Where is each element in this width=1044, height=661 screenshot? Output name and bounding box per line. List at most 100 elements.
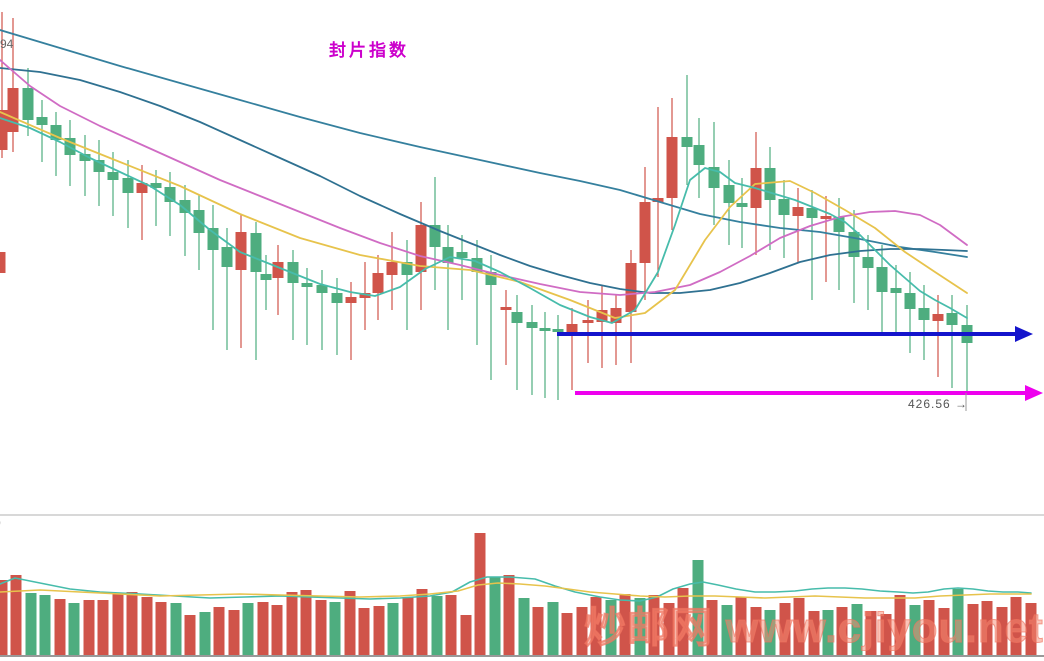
candle-body <box>904 293 916 309</box>
candle-body <box>652 198 664 202</box>
candle-body <box>876 267 888 292</box>
candle-body <box>778 199 790 215</box>
candle-body <box>511 312 523 323</box>
candle-body <box>456 252 468 258</box>
volume-bar <box>416 589 428 655</box>
volume-bar <box>97 600 109 655</box>
candle-body <box>639 202 651 263</box>
volume-bar <box>257 602 269 655</box>
candle-body <box>207 228 219 250</box>
volume-bar <box>431 596 443 655</box>
volume-bar <box>199 612 211 655</box>
candle-body <box>792 207 804 216</box>
candle-body <box>301 283 313 287</box>
volume-bar <box>213 607 225 655</box>
volume-bar <box>923 600 935 655</box>
annotation-arrow-head-blue <box>1015 326 1033 342</box>
volume-bar <box>271 605 283 655</box>
volume-bar <box>518 598 530 655</box>
candle-body <box>552 329 564 332</box>
candle-body <box>890 288 902 293</box>
volume-bar <box>822 610 834 655</box>
candle-body <box>401 262 413 275</box>
candle-body <box>681 137 693 147</box>
candle-body <box>485 272 497 285</box>
volume-bar <box>112 593 124 655</box>
volume-bar <box>938 608 950 655</box>
candle-body <box>345 297 357 303</box>
volume-bar <box>170 603 182 655</box>
volume-bar <box>286 592 298 655</box>
candle-body <box>179 200 191 213</box>
candle-body <box>666 137 678 198</box>
volume-bar <box>141 597 153 655</box>
volume-bar <box>126 592 138 655</box>
ma-line-slowest-1 <box>0 29 968 258</box>
volume-bar <box>373 606 385 655</box>
volume-bar <box>54 599 66 655</box>
volume-bar <box>402 597 414 655</box>
volume-bar <box>83 600 95 655</box>
candle-body <box>471 258 483 272</box>
candle-body <box>22 88 34 120</box>
candle-body <box>736 203 748 207</box>
candle-body <box>7 88 19 132</box>
candle-body <box>107 172 119 180</box>
volume-bar <box>489 577 501 655</box>
price-level-label: 426.56 → <box>908 397 969 411</box>
volume-bar <box>851 604 863 655</box>
volume-bar <box>952 589 964 655</box>
volume-bar <box>721 605 733 655</box>
candle-body <box>164 187 176 202</box>
watermark: 炒邮网 www.cjiyou.net <box>584 604 1044 652</box>
volume-bar <box>793 598 805 655</box>
volume-bar <box>865 611 877 655</box>
volume-bar <box>576 607 588 655</box>
candle-body <box>79 154 91 161</box>
volume-bar <box>503 575 515 655</box>
volume-bar <box>39 595 51 655</box>
volume-bar <box>808 611 820 655</box>
candle-body <box>260 274 272 280</box>
volume-bar <box>706 600 718 655</box>
candle-body <box>442 247 454 263</box>
candle-body <box>221 247 233 267</box>
candle-body <box>0 252 6 273</box>
volume-bar <box>1010 597 1022 655</box>
candle-body <box>316 285 328 293</box>
candle-body <box>539 328 551 331</box>
volume-bar <box>677 588 689 655</box>
candle-body <box>136 183 148 193</box>
candle-body <box>415 225 427 272</box>
candle-body <box>526 322 538 328</box>
volume-bar <box>619 594 631 655</box>
candle-body <box>625 263 637 312</box>
candle-body <box>848 232 860 257</box>
volume-bar <box>779 603 791 655</box>
volume-bar <box>532 607 544 655</box>
candle-body <box>36 117 48 125</box>
volume-bar <box>880 614 892 655</box>
candle-body <box>932 314 944 321</box>
volume-bar <box>228 610 240 655</box>
volume-bar <box>68 603 80 655</box>
volume-bar <box>1025 603 1037 655</box>
volume-bar <box>836 607 848 655</box>
candle-body <box>723 185 735 203</box>
volume-bar <box>648 595 660 655</box>
volume-bar <box>663 603 675 655</box>
candle-body <box>93 160 105 172</box>
volume-ma-line-yellow <box>0 582 1032 599</box>
volume-bar <box>10 575 22 655</box>
candle-body <box>359 293 371 298</box>
volume-bar <box>358 608 370 655</box>
candle-body <box>820 216 832 219</box>
candle-body <box>386 262 398 275</box>
candle-body <box>429 225 441 247</box>
volume-bar <box>967 604 979 655</box>
volume-bar <box>894 595 906 655</box>
volume-bar <box>561 613 573 655</box>
volume-bar <box>996 607 1008 655</box>
